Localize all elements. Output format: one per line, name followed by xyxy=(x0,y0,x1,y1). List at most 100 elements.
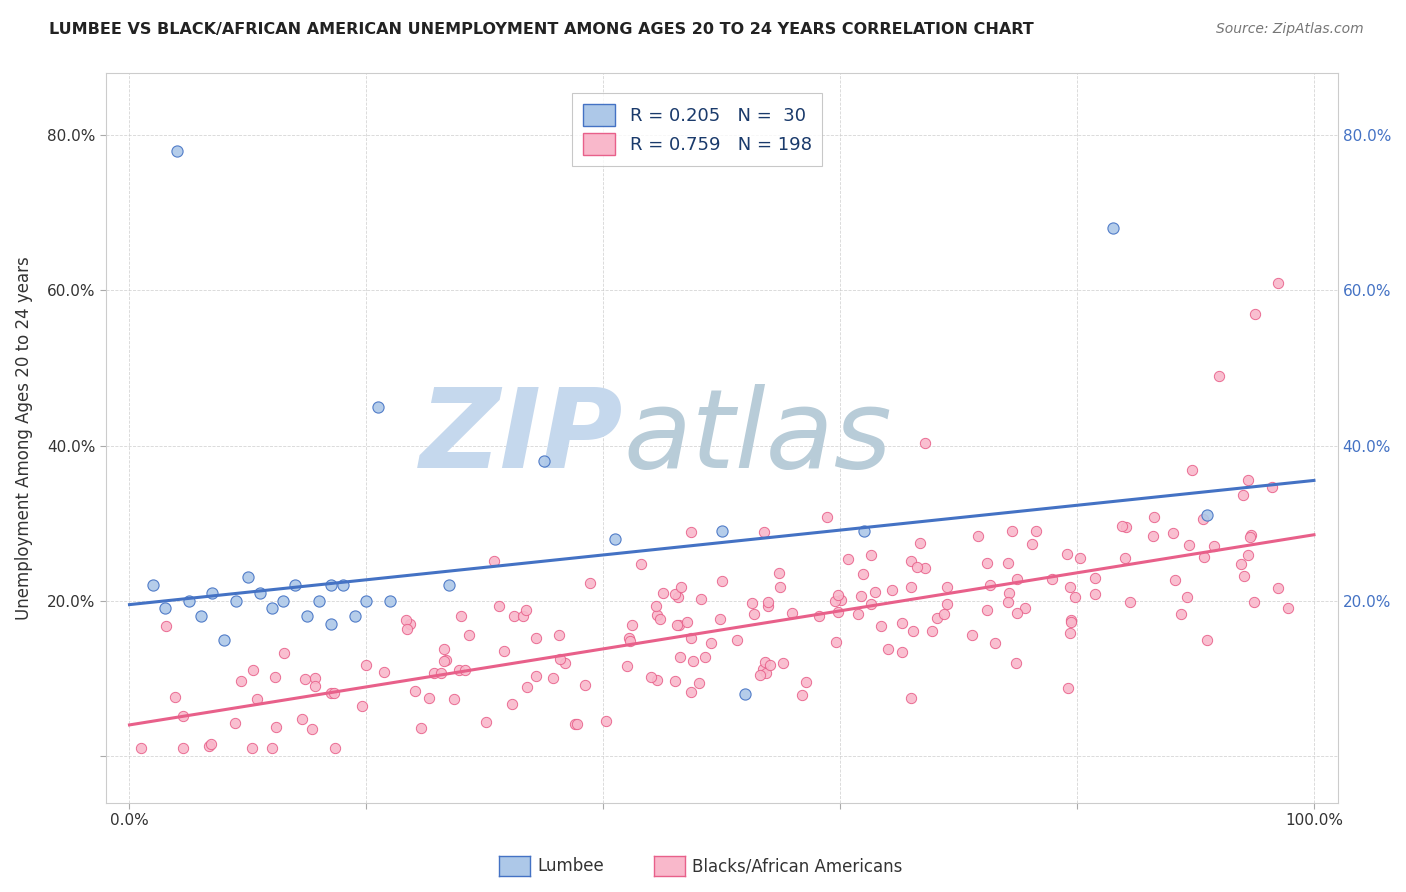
Point xyxy=(502,608,524,623)
Point xyxy=(323,741,346,756)
Point xyxy=(443,692,465,706)
Point xyxy=(457,628,479,642)
Point xyxy=(1143,510,1166,524)
Point xyxy=(640,670,662,684)
Point xyxy=(1192,550,1215,565)
Point xyxy=(710,524,733,538)
Point xyxy=(752,524,775,539)
Point xyxy=(1042,572,1064,586)
Text: atlas: atlas xyxy=(623,384,891,491)
Point xyxy=(880,582,903,597)
Point xyxy=(997,557,1019,571)
Point xyxy=(890,645,912,659)
Point xyxy=(273,646,295,660)
Point xyxy=(475,715,498,730)
Point xyxy=(482,554,505,568)
Point xyxy=(449,663,471,677)
Point xyxy=(1197,508,1219,523)
Point xyxy=(373,665,395,679)
Point xyxy=(354,657,377,672)
Point xyxy=(319,686,342,700)
Point xyxy=(617,631,640,645)
Point xyxy=(690,591,713,606)
Point xyxy=(367,400,389,414)
Point xyxy=(595,714,617,728)
Point xyxy=(1240,528,1263,542)
Point xyxy=(177,593,200,607)
Point xyxy=(579,575,602,590)
Point xyxy=(927,611,949,625)
Point xyxy=(1014,601,1036,615)
Point xyxy=(1180,463,1202,477)
Point xyxy=(1059,615,1081,630)
Point xyxy=(399,617,422,632)
Point xyxy=(242,663,264,677)
Point xyxy=(548,652,571,666)
Point xyxy=(901,624,924,638)
Point xyxy=(749,668,772,682)
Point xyxy=(935,598,957,612)
Point xyxy=(246,692,269,706)
Point xyxy=(671,580,693,594)
Point xyxy=(1111,518,1133,533)
Point xyxy=(1115,520,1137,534)
Point xyxy=(936,580,959,594)
Point xyxy=(645,673,668,687)
Point xyxy=(664,673,686,688)
Point xyxy=(1056,681,1078,695)
Point xyxy=(1243,307,1265,321)
Point xyxy=(1059,580,1081,594)
Point xyxy=(860,548,883,562)
Point xyxy=(153,601,176,615)
Point xyxy=(1237,548,1260,562)
Point xyxy=(734,687,756,701)
Point xyxy=(983,636,1005,650)
Point xyxy=(979,578,1001,592)
Point xyxy=(201,586,224,600)
Point xyxy=(454,663,477,677)
Point xyxy=(1175,590,1198,604)
Point xyxy=(849,589,872,603)
Point xyxy=(524,669,547,683)
Point xyxy=(291,712,314,726)
Point xyxy=(319,617,342,632)
Point xyxy=(1119,595,1142,609)
Point xyxy=(343,609,366,624)
Point xyxy=(434,653,457,667)
Point xyxy=(1204,540,1226,554)
Point xyxy=(780,606,803,620)
Point xyxy=(224,715,246,730)
Point xyxy=(190,609,212,624)
Point xyxy=(395,622,418,636)
Point xyxy=(859,597,882,611)
Point xyxy=(756,599,779,614)
Point xyxy=(319,578,342,592)
Point xyxy=(554,656,576,670)
Point xyxy=(1021,537,1043,551)
Point xyxy=(273,593,295,607)
Point xyxy=(395,613,418,627)
Point xyxy=(409,722,432,736)
Point xyxy=(1005,572,1028,586)
Point xyxy=(976,556,998,570)
Point xyxy=(910,536,932,550)
Point xyxy=(492,644,515,658)
Point xyxy=(679,524,702,539)
Y-axis label: Unemployment Among Ages 20 to 24 years: Unemployment Among Ages 20 to 24 years xyxy=(15,256,32,620)
Point xyxy=(197,739,219,753)
Point xyxy=(877,642,900,657)
Point xyxy=(249,586,271,600)
Point xyxy=(262,741,284,756)
Point xyxy=(356,593,378,607)
Point xyxy=(825,634,848,648)
Point xyxy=(807,609,830,624)
Point xyxy=(619,634,641,648)
Point xyxy=(792,688,814,702)
Point xyxy=(1178,538,1201,552)
Text: LUMBEE VS BLACK/AFRICAN AMERICAN UNEMPLOYMENT AMONG AGES 20 TO 24 YEARS CORRELAT: LUMBEE VS BLACK/AFRICAN AMERICAN UNEMPLO… xyxy=(49,22,1033,37)
Text: ZIP: ZIP xyxy=(419,384,623,491)
Point xyxy=(932,607,955,621)
Point xyxy=(236,570,259,584)
Point xyxy=(652,586,675,600)
Point xyxy=(512,608,534,623)
